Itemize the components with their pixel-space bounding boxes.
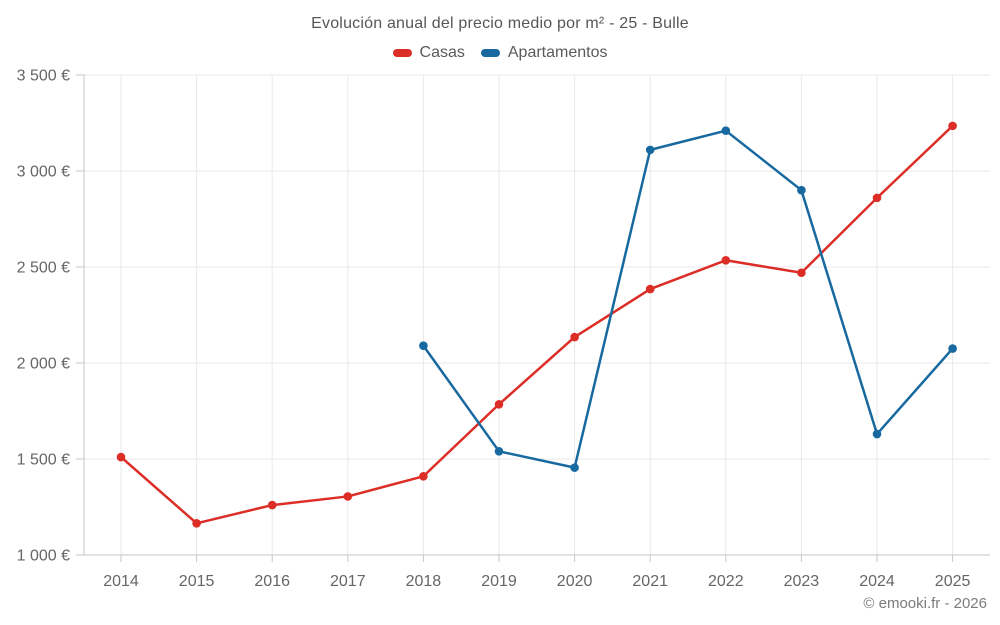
legend-label-casas: Casas: [419, 44, 465, 61]
legend-item-casas[interactable]: Casas: [392, 44, 465, 62]
data-point-apartamentos-2024: [872, 429, 882, 439]
chart-title: Evolución anual del precio medio por m² …: [311, 15, 689, 32]
x-axis-label: 2023: [784, 573, 820, 590]
data-point-casas-2019: [494, 399, 504, 409]
data-point-casas-2025: [948, 121, 957, 131]
data-point-apartamentos-2020: [570, 463, 579, 472]
attribution: © emooki.fr - 2026: [863, 595, 987, 612]
legend-label-apartamentos: Apartamentos: [507, 44, 608, 61]
legend-swatch-casas-icon: [392, 49, 412, 57]
x-axis-label: 2019: [481, 573, 517, 590]
x-axis-label: 2022: [708, 573, 744, 590]
data-point-casas-2016: [267, 500, 277, 510]
data-point-casas-2015: [192, 519, 201, 528]
legend-swatch-apartamentos-icon: [480, 49, 500, 57]
y-axis-label: 3 500 €: [17, 68, 70, 85]
x-axis-label: 2024: [859, 573, 895, 590]
legend: Casas Apartamentos: [0, 44, 1000, 62]
series-line-apartamentos: [422, 129, 954, 469]
data-point-apartamentos-2022: [721, 126, 731, 135]
data-point-apartamentos-2021: [645, 145, 655, 155]
legend-item-apartamentos[interactable]: Apartamentos: [480, 44, 608, 62]
x-axis-label: 2016: [254, 573, 290, 590]
y-axis-label: 1 500 €: [17, 452, 70, 469]
x-axis-label: 2014: [103, 573, 139, 590]
data-point-casas-2021: [645, 284, 655, 294]
data-point-apartamentos-2023: [797, 185, 806, 195]
series-line-casas: [119, 124, 954, 525]
y-axis-label: 2 500 €: [17, 260, 70, 277]
y-axis-label: 3 000 €: [17, 164, 70, 181]
y-axis-label: 1 000 €: [17, 548, 70, 565]
x-axis-label: 2015: [179, 573, 215, 590]
data-point-casas-2017: [343, 492, 353, 501]
data-point-casas-2014: [116, 452, 126, 462]
y-axis-label: 2 000 €: [17, 356, 70, 373]
x-axis-label: 2021: [632, 573, 668, 590]
data-point-casas-2023: [797, 268, 806, 278]
x-axis-label: 2017: [330, 573, 366, 590]
data-point-casas-2022: [721, 255, 731, 265]
data-point-apartamentos-2019: [494, 447, 504, 456]
data-point-apartamentos-2018: [419, 341, 428, 351]
x-axis-label: 2018: [406, 573, 442, 590]
data-point-casas-2018: [419, 471, 428, 481]
x-axis-label: 2025: [935, 573, 971, 590]
data-point-casas-2024: [872, 193, 882, 203]
data-point-casas-2020: [570, 332, 579, 342]
data-point-apartamentos-2025: [948, 344, 957, 353]
x-axis-label: 2020: [557, 573, 593, 590]
